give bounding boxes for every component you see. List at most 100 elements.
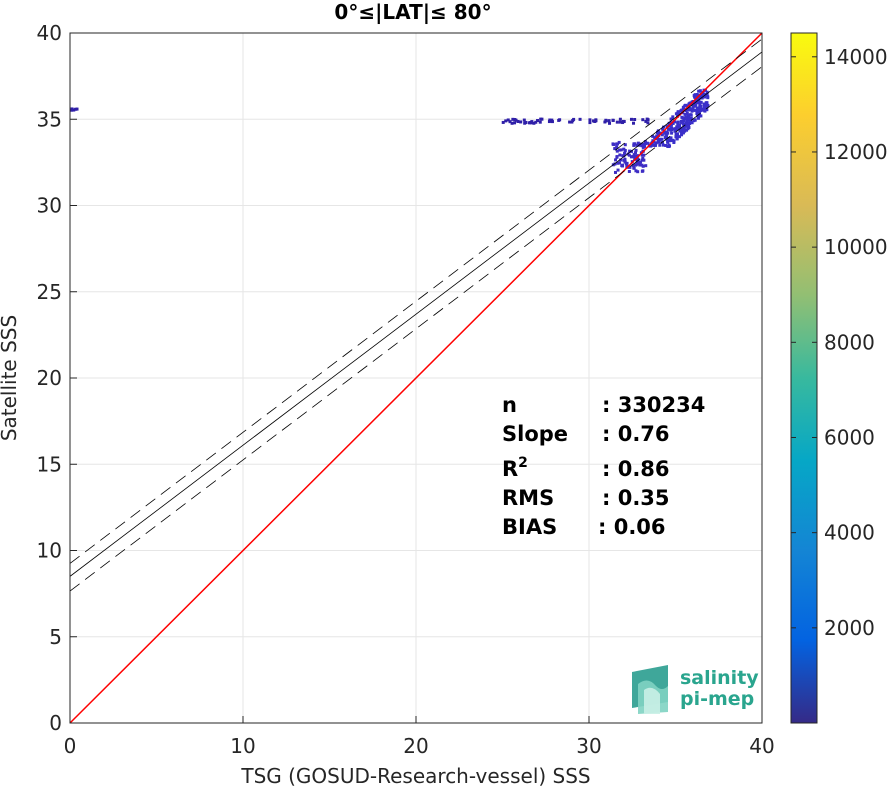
density-cell <box>645 141 649 145</box>
density-cell <box>530 120 534 124</box>
density-cell <box>644 142 648 146</box>
density-cell <box>671 115 675 119</box>
density-cell <box>588 118 592 122</box>
density-cell <box>608 121 612 125</box>
density-cell <box>696 94 700 98</box>
density-cell <box>705 101 709 105</box>
y-axis: 0 5 10 15 20 25 30 35 40 <box>37 21 77 735</box>
density-cell <box>705 108 709 112</box>
density-cell <box>673 120 677 124</box>
density-cell <box>548 119 552 123</box>
density-cell <box>665 124 669 128</box>
density-cell <box>636 154 640 158</box>
density-cell <box>670 117 674 121</box>
y-tick-label: 30 <box>37 194 62 218</box>
colorbar-tick-label: 6000 <box>824 425 875 449</box>
density-cell <box>618 120 622 124</box>
density-cell <box>516 120 520 124</box>
density-cell <box>697 108 701 112</box>
density-cell <box>612 143 616 147</box>
density-cell <box>683 129 687 133</box>
density-cell <box>673 127 677 131</box>
density-cell <box>694 102 698 106</box>
density-cell <box>524 120 528 124</box>
density-cell <box>593 119 597 123</box>
density-cell <box>683 104 687 108</box>
x-tick-label: 0 <box>64 734 77 758</box>
density-cell <box>683 112 687 116</box>
density-cell <box>621 119 625 123</box>
density-cell <box>615 120 619 124</box>
density-cell <box>618 161 622 165</box>
density-cell <box>660 137 664 141</box>
density-cell <box>670 131 674 135</box>
density-cell <box>616 161 620 165</box>
density-cell <box>671 121 675 125</box>
x-axis: 0 10 20 30 40 <box>64 716 775 758</box>
density-cell <box>534 120 538 124</box>
density-cell <box>623 151 627 155</box>
density-cell <box>657 139 661 143</box>
density-cell <box>635 143 639 147</box>
density-cell <box>636 170 640 174</box>
density-cell <box>616 168 620 172</box>
density-cell <box>698 101 702 105</box>
density-cell <box>506 118 510 122</box>
density-cell <box>698 102 702 106</box>
density-cell <box>705 92 709 96</box>
x-tick-label: 10 <box>230 734 255 758</box>
density-cell <box>681 131 685 135</box>
density-cell <box>639 160 643 164</box>
density-cell <box>688 101 692 105</box>
colorbar-tick-label: 4000 <box>824 521 875 545</box>
density-cell <box>664 135 668 139</box>
density-cell <box>618 153 622 157</box>
density-cell <box>651 134 655 138</box>
density-cell <box>689 116 693 120</box>
density-cell <box>522 118 526 122</box>
stat-key: Slope <box>502 422 568 446</box>
density-cell <box>532 121 536 125</box>
upper-bound-line <box>69 38 763 564</box>
density-cell <box>685 128 689 132</box>
density-cell <box>693 95 697 99</box>
density-cell <box>614 158 618 162</box>
density-cell <box>640 169 644 173</box>
density-cell <box>695 101 699 105</box>
y-tick-label: 5 <box>49 625 62 649</box>
density-cell <box>613 170 617 174</box>
density-cell <box>642 153 646 157</box>
density-cell <box>632 142 636 146</box>
density-cell <box>705 90 709 94</box>
density-cell <box>690 121 694 125</box>
density-cell <box>654 141 658 145</box>
density-cell <box>680 121 684 125</box>
density-cell <box>633 117 637 121</box>
density-cell <box>661 127 665 131</box>
density-cell <box>656 130 660 134</box>
density-cell <box>510 121 514 125</box>
density-cell <box>622 158 626 162</box>
density-cell <box>630 149 634 153</box>
density-cell <box>703 105 707 109</box>
density-cell <box>636 162 640 166</box>
density-cell <box>686 124 690 128</box>
y-tick-label: 20 <box>37 366 62 390</box>
y-tick-label: 15 <box>37 452 62 476</box>
x-tick-label: 30 <box>576 734 601 758</box>
density-cell <box>685 111 689 115</box>
density-cell <box>618 117 622 121</box>
density-cell <box>578 117 582 121</box>
regression-line <box>69 51 763 577</box>
density-cell <box>687 116 691 120</box>
density-cell <box>615 142 619 146</box>
density-cell <box>656 137 660 141</box>
density-cell <box>632 121 636 125</box>
density-cell <box>697 89 701 93</box>
density-cell <box>627 153 631 157</box>
density-cell <box>644 164 648 168</box>
density-cell <box>629 155 633 159</box>
density-cell <box>648 144 652 148</box>
density-cell <box>640 144 644 148</box>
